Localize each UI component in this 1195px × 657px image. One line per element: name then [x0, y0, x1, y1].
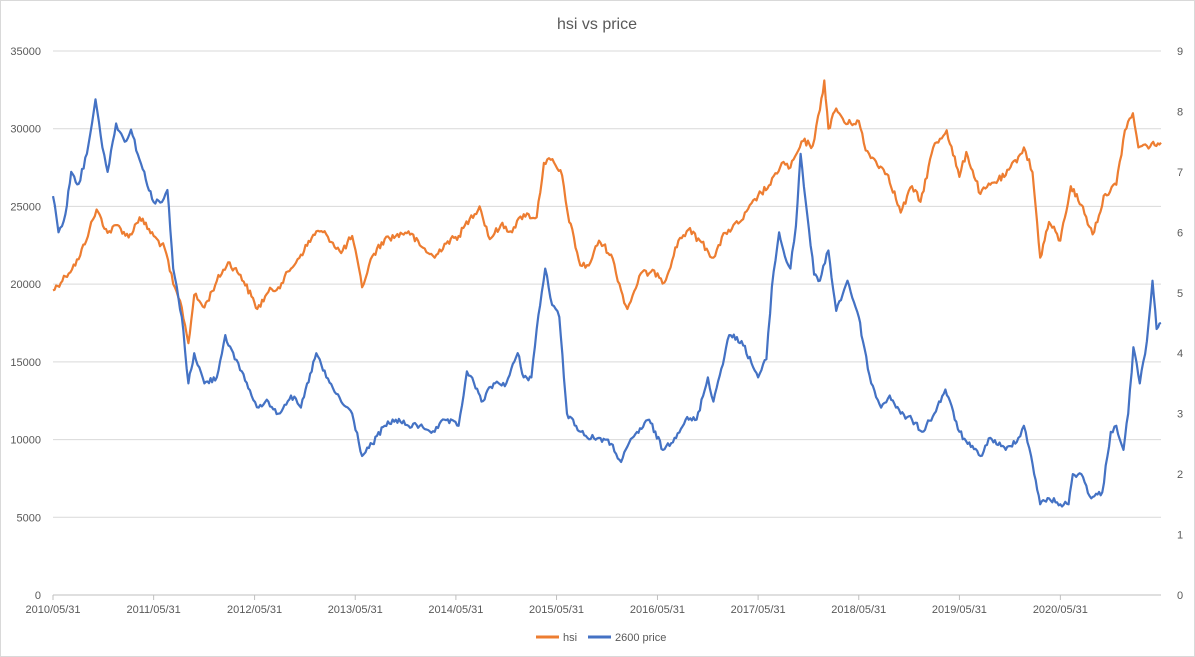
x-tick-label: 2017/05/31	[731, 604, 786, 616]
x-tick-label: 2012/05/31	[227, 604, 282, 616]
series-lines	[51, 79, 1162, 508]
y-right-tick-label: 9	[1177, 46, 1183, 58]
y-left-tick-label: 25000	[10, 201, 41, 213]
x-tick-label: 2016/05/31	[630, 604, 685, 616]
series-line-2600-price	[51, 98, 1162, 508]
y-left-tick-label: 35000	[10, 46, 41, 58]
x-tick-label: 2013/05/31	[328, 604, 383, 616]
y-right-tick-label: 6	[1177, 227, 1183, 239]
x-tick-label: 2020/05/31	[1033, 604, 1088, 616]
y-left-tick-label: 0	[35, 590, 41, 602]
y-right-tick-label: 2	[1177, 469, 1183, 481]
y-right-tick-label: 1	[1177, 530, 1183, 542]
y-left-tick-label: 5000	[17, 512, 41, 524]
x-tick-label: 2019/05/31	[932, 604, 987, 616]
y-left-tick-label: 30000	[10, 124, 41, 136]
x-tick-label: 2014/05/31	[428, 604, 483, 616]
legend-label-2600-price: 2600 price	[615, 632, 666, 644]
x-tick-label: 2015/05/31	[529, 604, 584, 616]
gridlines	[53, 50, 1161, 518]
y-right-tick-label: 4	[1177, 348, 1183, 360]
legend: hsi 2600 price	[536, 632, 666, 644]
y-left-tick-label: 20000	[10, 279, 41, 291]
chart-title: hsi vs price	[557, 16, 637, 33]
legend-label-hsi: hsi	[563, 632, 577, 644]
x-tick-label: 2011/05/31	[127, 604, 181, 616]
x-tick-label: 2018/05/31	[831, 604, 886, 616]
y-left-tick-label: 10000	[10, 435, 41, 447]
series-line-hsi	[52, 79, 1162, 345]
x-tick-label: 2010/05/31	[25, 604, 80, 616]
y-right-tick-label: 0	[1177, 590, 1183, 602]
y-right-tick-label: 7	[1177, 167, 1183, 179]
y-right-tick-label: 8	[1177, 106, 1183, 118]
y-left-tick-label: 15000	[10, 357, 41, 369]
axes: 0 5000 10000 15000 20000 25000 30000 35000 0 1 2 3 4…	[10, 46, 1183, 616]
y-right-tick-label: 5	[1177, 288, 1183, 300]
y-right-tick-label: 3	[1177, 409, 1183, 421]
